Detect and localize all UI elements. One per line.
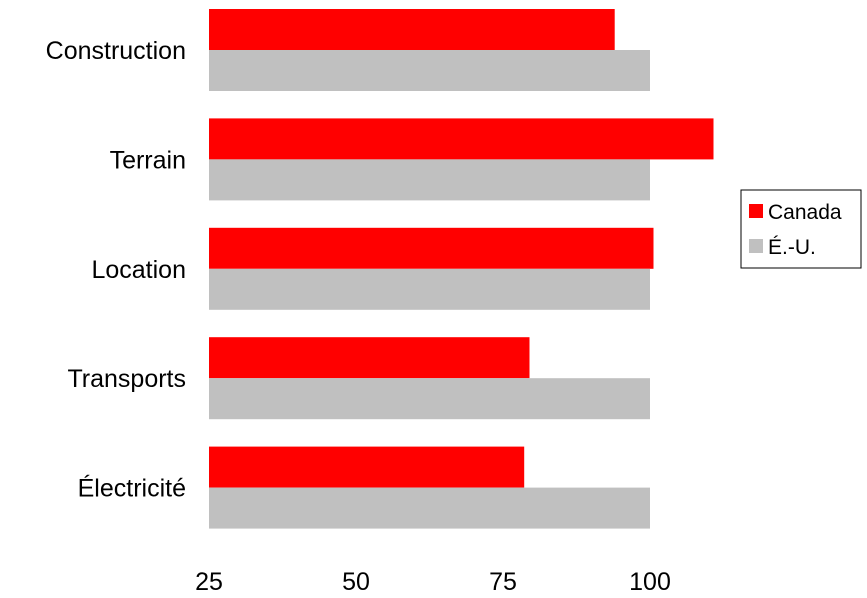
category-label-transports: Transports <box>67 365 186 393</box>
x-tick-label-25: 25 <box>195 568 223 596</box>
x-tick-label-50: 50 <box>342 568 370 596</box>
x-tick-label-75: 75 <box>489 568 517 596</box>
category-label-location: Location <box>91 256 186 284</box>
x-axis-tick-labels: 25 50 75 100 <box>195 568 671 596</box>
bar-terrain-e-u <box>209 159 650 201</box>
bars-group <box>209 9 714 529</box>
legend-swatch-canada <box>749 204 763 218</box>
legend-box <box>740 189 862 269</box>
legend-label-us: É.-U. <box>768 236 816 259</box>
bar-terrain-canada <box>209 118 714 160</box>
bar-transports-canada <box>209 337 530 379</box>
x-tick-label-100: 100 <box>629 568 671 596</box>
category-label-terrain: Terrain <box>110 146 186 174</box>
bar-construction-canada <box>209 9 615 50</box>
bar-construction-e-u <box>209 50 650 91</box>
legend-swatch-us <box>749 239 763 253</box>
category-labels: Construction Terrain Location Transports Éle… <box>46 37 186 503</box>
bar-electricite-e-u <box>209 487 650 529</box>
category-label-construction: Construction <box>46 37 186 65</box>
bar-electricite-canada <box>209 446 525 488</box>
category-label-electricite: Électricité <box>78 474 186 503</box>
legend-label-canada: Canada <box>768 201 842 224</box>
legend: Canada É.-U. <box>740 189 862 269</box>
bar-location-canada <box>209 227 654 269</box>
bar-location-e-u <box>209 268 650 310</box>
bar-transports-e-u <box>209 378 650 420</box>
